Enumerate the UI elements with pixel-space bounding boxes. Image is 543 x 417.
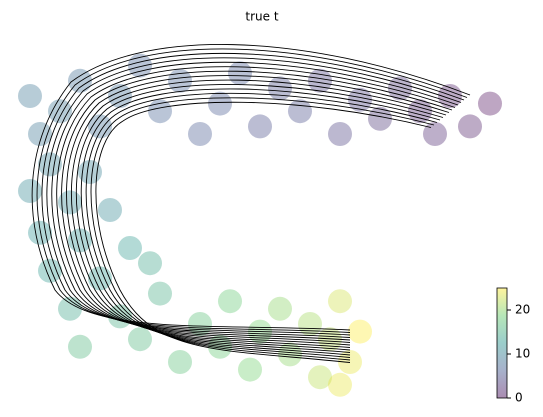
point	[478, 91, 502, 116]
point	[38, 152, 62, 177]
streamline	[80, 88, 441, 356]
point	[98, 198, 122, 222]
point	[208, 91, 232, 116]
point	[58, 296, 82, 321]
point	[268, 296, 292, 321]
colorbar-tick-label: 10	[515, 347, 530, 361]
point	[328, 122, 352, 146]
point	[328, 372, 352, 397]
point	[423, 122, 447, 146]
point	[148, 99, 172, 124]
point	[18, 179, 42, 203]
streamline	[75, 84, 444, 353]
streamline	[61, 70, 453, 346]
point	[138, 251, 162, 276]
streamline	[31, 44, 471, 331]
streamline	[56, 66, 456, 343]
streamline	[51, 61, 459, 341]
point	[18, 84, 42, 108]
point	[308, 68, 332, 93]
streamline	[66, 75, 450, 348]
point	[68, 334, 92, 359]
point	[248, 114, 272, 139]
streamline	[36, 48, 468, 333]
streamlines	[31, 44, 471, 363]
point	[108, 84, 132, 108]
point	[78, 160, 102, 184]
point	[88, 114, 112, 139]
point	[148, 281, 172, 306]
point	[228, 61, 252, 86]
point	[188, 122, 212, 146]
point	[128, 53, 152, 78]
point	[218, 289, 242, 314]
point	[238, 357, 262, 382]
colorbar-tick-label: 20	[515, 303, 530, 317]
streamline	[70, 79, 447, 351]
streamline	[85, 92, 438, 358]
streamline	[46, 57, 462, 338]
point	[308, 365, 332, 390]
point	[128, 327, 152, 352]
point	[368, 106, 392, 131]
colorbar: 0 10 20	[496, 287, 530, 405]
streamline	[95, 101, 432, 363]
colorbar-tick-label: 0	[515, 391, 523, 405]
point	[288, 99, 312, 124]
point	[458, 114, 482, 139]
point	[118, 236, 142, 260]
point	[168, 350, 192, 374]
colorbar-fill	[496, 287, 508, 399]
point	[348, 319, 372, 344]
point	[268, 76, 292, 101]
point	[28, 122, 52, 146]
point	[388, 76, 412, 101]
chart-title: true t	[245, 10, 278, 24]
point	[298, 312, 322, 336]
streamline	[41, 52, 465, 336]
point	[338, 350, 362, 374]
streamline	[90, 97, 435, 361]
point	[328, 289, 352, 314]
